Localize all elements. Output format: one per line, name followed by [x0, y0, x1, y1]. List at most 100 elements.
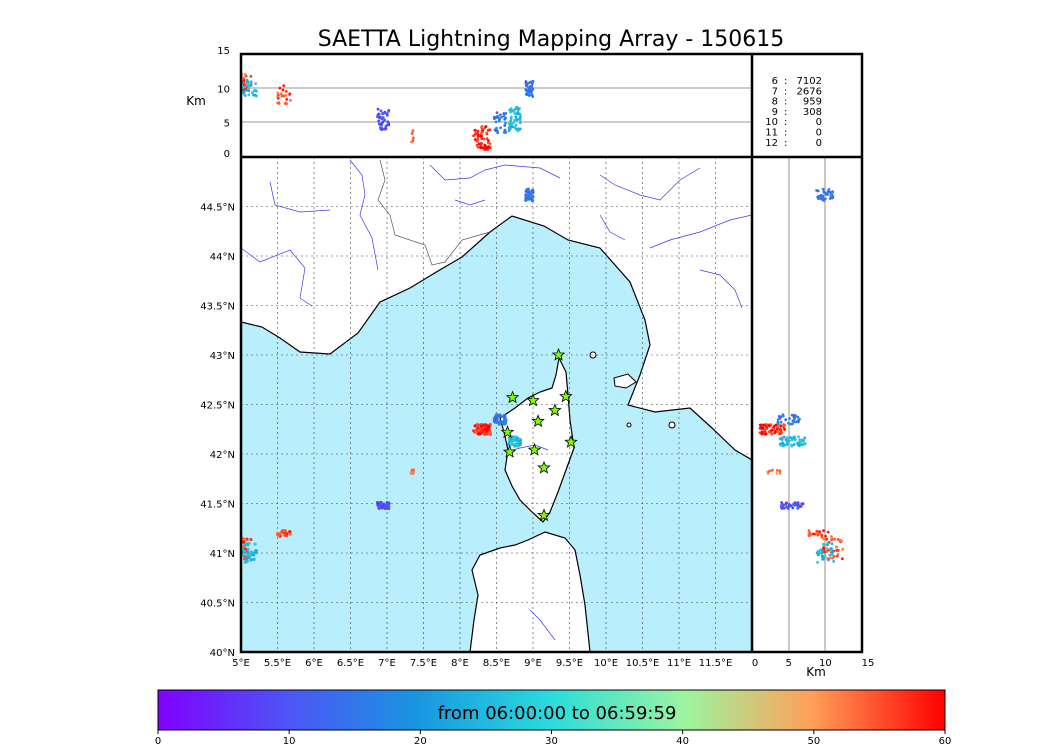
lightning-side-point — [768, 469, 771, 473]
map-y-tick-label: 42.5°N — [200, 401, 235, 412]
lightning-altitude-point — [479, 146, 483, 150]
colorbar-tick-label: 50 — [807, 736, 820, 747]
colorbar-tick-label: 30 — [545, 736, 558, 747]
lightning-side-point — [830, 547, 833, 550]
lightning-altitude-point — [284, 93, 288, 97]
lightning-altitude-point — [504, 116, 508, 120]
lightning-altitude-point — [515, 118, 519, 122]
lightning-altitude-point — [477, 142, 481, 146]
lightning-side-point — [835, 545, 838, 549]
lightning-side-point — [827, 558, 830, 562]
lightning-source-point — [243, 543, 247, 547]
lightning-altitude-point — [503, 124, 507, 127]
lightning-altitude-point — [382, 111, 386, 115]
lightning-source-point — [385, 502, 389, 506]
colorbar-tick-label: 0 — [155, 736, 161, 747]
lightning-source-point — [377, 505, 381, 510]
lightning-source-point — [528, 197, 532, 201]
lightning-side-point — [790, 438, 794, 442]
lightning-altitude-point — [254, 82, 258, 85]
lightning-altitude-point — [411, 139, 415, 143]
lightning-side-point — [790, 443, 793, 447]
station-count-number: 9 — [772, 107, 778, 118]
map-y-tick-label: 44°N — [210, 252, 235, 263]
lightning-altitude-point — [483, 144, 487, 147]
lma-station-marker — [537, 508, 551, 522]
lightning-source-point — [380, 505, 384, 509]
lightning-altitude-point — [276, 93, 280, 97]
lightning-side-point — [792, 502, 796, 506]
lightning-source-point — [492, 419, 497, 423]
lightning-altitude-point — [507, 129, 511, 133]
station-count-value: 959 — [803, 97, 822, 108]
lightning-side-point — [779, 424, 783, 428]
lightning-altitude-point — [254, 89, 258, 93]
lightning-side-point — [783, 423, 787, 427]
lightning-altitude-point — [526, 86, 530, 89]
lightning-side-point — [819, 551, 822, 555]
colorbar-tick-label: 60 — [939, 736, 952, 747]
lightning-altitude-point — [525, 93, 529, 97]
lightning-side-point — [778, 432, 781, 436]
lightning-source-point — [253, 542, 257, 546]
lightning-source-point — [376, 502, 380, 506]
lightning-source-point — [283, 528, 287, 533]
lightning-altitude-point — [380, 116, 383, 120]
lightning-altitude-point — [515, 128, 519, 132]
station-count-number: 6 — [772, 76, 778, 87]
lightning-altitude-point — [243, 85, 247, 89]
lightning-altitude-point — [480, 124, 484, 128]
lightning-side-point — [815, 529, 819, 533]
lightning-altitude-point — [498, 113, 502, 117]
lightning-side-point — [829, 549, 832, 553]
lightning-source-point — [236, 549, 239, 552]
station-count-separator: : — [784, 86, 787, 97]
lightning-side-point — [781, 414, 785, 418]
lightning-side-point — [767, 430, 771, 434]
lightning-altitude-point — [487, 145, 490, 149]
lightning-altitude-point — [473, 128, 477, 132]
lightning-source-point — [526, 192, 530, 196]
side-axis-label: Km — [806, 665, 826, 679]
lightning-source-point — [486, 426, 491, 430]
map-x-tick-label: 8.5°E — [483, 658, 510, 669]
lightning-side-point — [788, 504, 792, 508]
map-x-tick-label: 7°E — [378, 658, 396, 669]
lightning-altitude-point — [504, 121, 507, 125]
lightning-side-point — [830, 552, 834, 556]
lightning-side-point — [825, 547, 829, 550]
lightning-source-point — [236, 555, 239, 558]
lightning-altitude-point — [525, 83, 529, 87]
map-x-tick-label: 9.5°E — [556, 658, 583, 669]
lightning-altitude-point — [480, 134, 483, 138]
lightning-side-point — [778, 469, 782, 473]
lightning-side-point — [822, 537, 825, 541]
lightning-altitude-point — [246, 80, 249, 84]
lightning-altitude-point — [507, 122, 511, 126]
lightning-side-point — [779, 428, 783, 432]
lightning-source-point — [280, 529, 284, 533]
lightning-source-point — [479, 430, 483, 434]
lightning-side-point — [760, 432, 764, 435]
lightning-altitude-point — [385, 113, 389, 117]
station-count-number: 8 — [772, 97, 778, 108]
lightning-side-point — [760, 423, 764, 427]
lightning-side-point — [802, 441, 806, 445]
lightning-altitude-point — [503, 128, 507, 132]
lightning-altitude-point — [476, 135, 480, 139]
map-y-tick-label: 41°N — [210, 549, 235, 560]
lightning-source-point — [503, 415, 507, 419]
lightning-source-point — [503, 421, 508, 425]
lightning-side-point — [821, 194, 825, 198]
lightning-side-point — [830, 538, 833, 542]
lightning-source-point — [252, 557, 256, 561]
colorbar-label: from 06:00:00 to 06:59:59 — [438, 703, 677, 724]
lightning-side-point — [780, 501, 784, 504]
lma-station-marker — [500, 425, 515, 439]
lma-station-marker — [559, 389, 573, 403]
station-count-number: 12 — [765, 138, 778, 149]
lightning-side-point — [840, 557, 844, 561]
lightning-side-point — [773, 424, 776, 428]
lightning-altitude-point — [476, 129, 480, 133]
lightning-source-point — [496, 420, 500, 424]
